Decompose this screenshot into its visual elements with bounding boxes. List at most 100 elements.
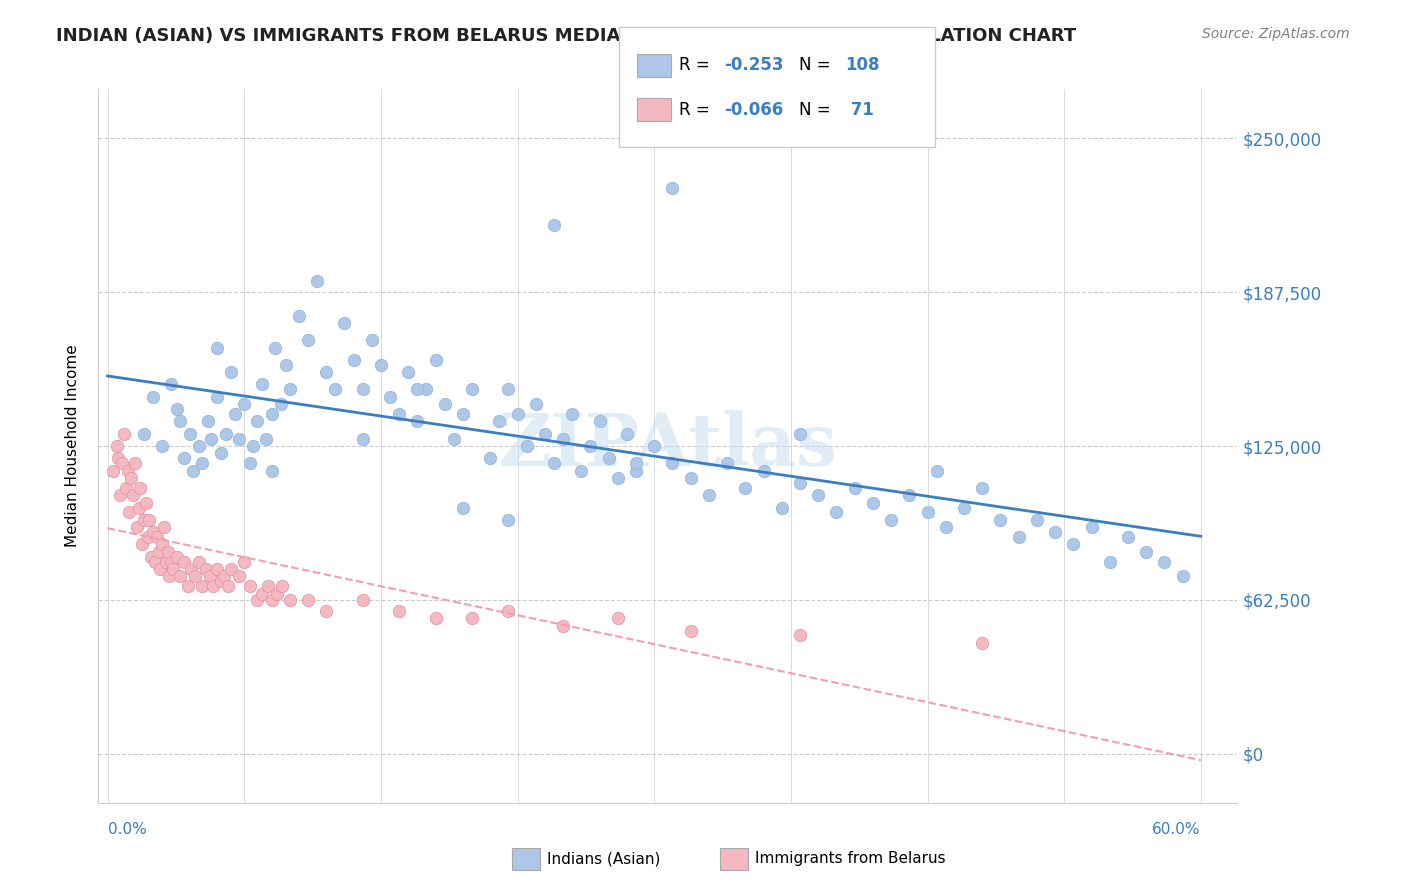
Point (142, 525, 165, 540)
Point (315, 604, 337, 618)
Point (498, 604, 520, 618)
Point (202, 579, 225, 593)
Point (260, 407, 283, 421)
Point (228, 432, 250, 446)
Point (461, 611, 484, 625)
Point (569, 464, 592, 478)
Text: Immigrants from Belarus: Immigrants from Belarus (755, 852, 946, 866)
Point (205, 341, 228, 355)
Point (551, 432, 574, 446)
Point (136, 530, 159, 544)
Point (543, 218, 565, 232)
Point (125, 520, 148, 534)
Text: Indians (Asian): Indians (Asian) (547, 852, 661, 866)
Point (1116, 530, 1139, 544)
Point (288, 309, 311, 323)
Point (145, 530, 167, 544)
Point (488, 414, 510, 428)
Point (307, 274, 329, 288)
Point (588, 414, 610, 428)
Point (898, 488, 921, 502)
Point (271, 579, 294, 593)
Point (1171, 569, 1194, 583)
Point (274, 358, 297, 372)
Point (114, 481, 136, 495)
Point (122, 488, 145, 502)
Point (461, 383, 484, 397)
Point (233, 555, 256, 569)
Point (221, 365, 243, 379)
Point (789, 475, 811, 490)
Point (333, 316, 356, 330)
Point (143, 555, 166, 569)
Point (734, 481, 756, 495)
Point (953, 500, 976, 515)
Point (616, 426, 638, 441)
Text: INDIAN (ASIAN) VS IMMIGRANTS FROM BELARUS MEDIAN HOUSEHOLD INCOME CORRELATION CH: INDIAN (ASIAN) VS IMMIGRANTS FROM BELARU… (56, 27, 1077, 45)
Point (396, 365, 419, 379)
Point (209, 446, 232, 460)
Point (443, 432, 465, 446)
Point (1025, 513, 1047, 527)
Point (254, 432, 277, 446)
Point (191, 579, 214, 593)
Text: ZIPAtlas: ZIPAtlas (498, 410, 838, 482)
Point (789, 426, 811, 441)
Point (406, 414, 429, 428)
Point (209, 574, 232, 589)
Point (135, 495, 157, 509)
Point (162, 562, 184, 576)
Point (451, 500, 474, 515)
Text: N =: N = (799, 101, 835, 119)
Point (180, 562, 202, 576)
Point (551, 618, 574, 632)
Point (205, 562, 228, 576)
Point (789, 628, 811, 642)
Point (1135, 545, 1157, 559)
Point (697, 488, 720, 502)
Point (506, 407, 529, 421)
Point (112, 426, 135, 441)
Point (534, 426, 557, 441)
Point (110, 488, 132, 502)
Point (378, 390, 401, 404)
Point (388, 407, 411, 421)
Point (972, 481, 994, 495)
Point (181, 464, 204, 478)
Point (260, 592, 283, 607)
Point (101, 464, 124, 478)
Y-axis label: Median Household Income: Median Household Income (65, 344, 80, 548)
Point (606, 611, 628, 625)
Point (770, 500, 793, 515)
Text: -0.066: -0.066 (724, 101, 783, 119)
Point (661, 456, 683, 470)
Point (160, 555, 183, 569)
Point (360, 333, 382, 347)
Text: 71: 71 (845, 101, 875, 119)
Point (177, 579, 200, 593)
Point (215, 426, 238, 441)
Point (169, 569, 191, 583)
Point (246, 414, 269, 428)
Point (388, 604, 411, 618)
Point (107, 451, 129, 466)
Point (624, 456, 647, 470)
Point (315, 365, 337, 379)
Point (807, 488, 830, 502)
Point (155, 555, 177, 569)
Point (844, 481, 866, 495)
Point (425, 611, 447, 625)
Point (425, 352, 447, 367)
Point (862, 495, 884, 509)
Point (297, 333, 319, 347)
Point (150, 439, 173, 453)
Point (166, 402, 188, 417)
Point (252, 587, 274, 601)
Point (166, 549, 188, 564)
Text: R =: R = (679, 56, 716, 74)
Point (159, 569, 181, 583)
Point (198, 569, 221, 583)
Point (142, 390, 165, 404)
Point (252, 377, 274, 392)
Point (242, 439, 264, 453)
